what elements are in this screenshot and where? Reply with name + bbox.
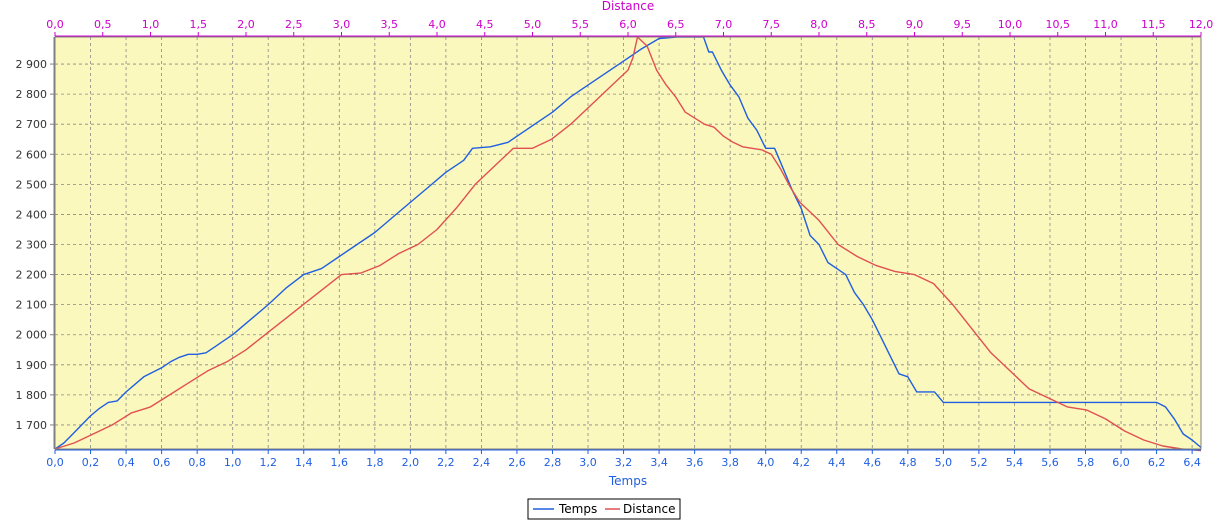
top-tick-label: 0,5 [94,18,112,31]
legend-label-distance: Distance [623,502,675,516]
y-tick-label: 2 900 [16,58,48,71]
bottom-tick-label: 3,6 [686,456,704,469]
y-tick-label: 1 800 [16,389,48,402]
top-tick-label: 7,5 [763,18,781,31]
bottom-tick-label: 6,0 [1112,456,1130,469]
bottom-tick-label: 5,6 [1041,456,1059,469]
plot-border [54,36,1202,450]
bottom-tick-label: 1,8 [366,456,384,469]
top-tick-label: 12,0 [1189,18,1214,31]
top-tick-label: 8,5 [858,18,876,31]
bottom-tick-label: 2,4 [473,456,491,469]
plot-background [55,37,1201,449]
bottom-tick-label: 3,4 [650,456,668,469]
bottom-tick-label: 5,8 [1077,456,1095,469]
bottom-tick-label: 6,4 [1183,456,1201,469]
top-tick-label: 9,0 [906,18,924,31]
y-tick-label: 2 200 [16,269,48,282]
bottom-axis: 0,0 0,2 0,4 0,6 0,8 1,0 1,2 1,4 1,6 1,8 2,0 2,2 2,4 2… [46,449,1201,469]
y-tick-label: 2 100 [16,299,48,312]
series-line-temps [54,36,1202,450]
bottom-tick-label: 1,0 [224,456,242,469]
bottom-tick-label: 4,4 [828,456,846,469]
top-axis-title: Distance [602,0,654,13]
y-tick-label: 2 800 [16,88,48,101]
y-tick-label: 1 700 [16,419,48,432]
bottom-tick-label: 1,4 [295,456,313,469]
bottom-tick-label: 0,2 [82,456,100,469]
top-tick-label: 0,0 [46,18,64,31]
bottom-tick-label: 5,2 [970,456,988,469]
legend: Temps Distance [527,498,681,520]
bottom-tick-label: 0,6 [153,456,171,469]
top-tick-label: 11,0 [1093,18,1118,31]
top-tick-label: 8,0 [810,18,828,31]
top-tick-label: 6,0 [619,18,637,31]
series-line-distance [54,36,1202,452]
bottom-tick-label: 5,4 [1006,456,1024,469]
bottom-tick-label: 3,0 [579,456,597,469]
top-tick-label: 1,5 [190,18,208,31]
legend-label-temps: Temps [558,502,597,516]
bottom-tick-label: 4,0 [757,456,775,469]
bottom-tick-label: 3,8 [721,456,739,469]
bottom-tick-label: 3,2 [615,456,633,469]
top-tick-label: 11,5 [1141,18,1166,31]
y-tick-label: 2 500 [16,178,48,191]
top-tick-label: 3,0 [333,18,351,31]
bottom-tick-label: 2,8 [544,456,562,469]
top-tick-label: 10,0 [998,18,1023,31]
bottom-tick-label: 1,2 [259,456,277,469]
bottom-tick-label: 6,2 [1148,456,1166,469]
top-tick-label: 4,0 [428,18,446,31]
bottom-tick-label: 5,0 [935,456,953,469]
top-axis: 0,0 0,5 1,0 1,5 2,0 2,5 3,0 3,5 4,0 4,5 5,0 5,5 6,0 6… [46,18,1214,37]
bottom-tick-label: 4,2 [792,456,810,469]
top-tick-label: 6,5 [667,18,685,31]
y-tick-label: 2 300 [16,239,48,252]
left-axis: 1 700 1 800 1 900 2 000 2 100 2 200 2 300 2 400… [16,37,55,449]
top-tick-label: 9,5 [954,18,972,31]
top-tick-label: 10,5 [1046,18,1071,31]
y-tick-label: 2 600 [16,148,48,161]
bottom-tick-label: 4,6 [864,456,882,469]
y-tick-label: 2 400 [16,208,48,221]
bottom-tick-label: 2,2 [437,456,455,469]
series-layer [54,36,1202,452]
y-tick-label: 2 000 [16,329,48,342]
bottom-tick-label: 4,8 [899,456,917,469]
bottom-tick-label: 1,6 [331,456,349,469]
top-tick-label: 2,5 [285,18,303,31]
top-tick-label: 5,5 [572,18,590,31]
top-tick-label: 7,0 [715,18,733,31]
bottom-axis-title: Temps [608,474,647,488]
y-tick-label: 2 700 [16,118,48,131]
top-tick-label: 3,5 [381,18,399,31]
y-tick-label: 1 900 [16,359,48,372]
bottom-tick-label: 2,0 [402,456,420,469]
top-tick-label: 2,0 [237,18,255,31]
bottom-tick-label: 0,0 [46,456,64,469]
bottom-tick-label: 2,6 [508,456,526,469]
top-tick-label: 5,0 [524,18,542,31]
bottom-tick-label: 0,8 [188,456,206,469]
bottom-tick-label: 0,4 [117,456,135,469]
grid-lines [54,37,1201,449]
top-tick-label: 4,5 [476,18,494,31]
legend-box [527,498,681,520]
top-tick-label: 1,0 [142,18,160,31]
